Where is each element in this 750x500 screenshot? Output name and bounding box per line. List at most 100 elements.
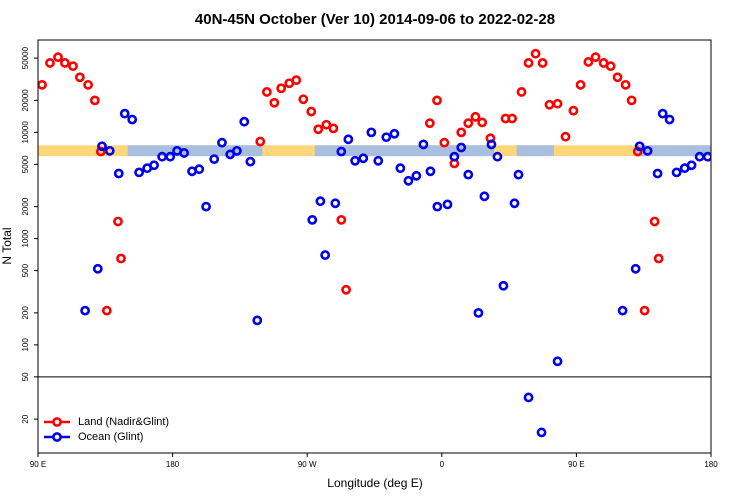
- point: [479, 191, 490, 202]
- point: [686, 160, 697, 171]
- point: [261, 87, 272, 97]
- point: [442, 199, 453, 210]
- y-tick-label: 10000: [21, 121, 30, 144]
- point: [560, 131, 571, 142]
- point: [568, 105, 579, 116]
- x-tick-label: 180: [166, 460, 180, 469]
- point: [411, 170, 422, 181]
- point: [149, 160, 159, 171]
- point: [116, 253, 126, 264]
- point: [134, 167, 144, 178]
- point: [83, 79, 94, 90]
- point: [298, 94, 309, 105]
- point: [653, 253, 664, 264]
- point: [341, 284, 351, 295]
- point: [664, 114, 675, 125]
- point: [473, 307, 484, 318]
- point: [463, 118, 474, 129]
- point: [439, 137, 450, 148]
- y-tick-label: 200: [21, 306, 30, 320]
- point: [252, 315, 263, 326]
- point: [194, 164, 205, 175]
- legend-marker: [52, 417, 62, 427]
- point: [425, 166, 436, 177]
- point: [509, 198, 520, 209]
- point: [395, 163, 406, 174]
- point: [449, 151, 460, 162]
- point: [343, 134, 354, 145]
- point: [80, 305, 91, 316]
- point: [523, 392, 534, 403]
- point: [498, 280, 509, 291]
- point: [97, 141, 107, 152]
- point: [513, 169, 524, 180]
- point: [336, 215, 347, 225]
- point: [245, 156, 256, 167]
- y-tick-label: 500: [21, 263, 30, 277]
- point: [119, 108, 130, 119]
- point: [45, 58, 55, 68]
- point: [217, 137, 227, 148]
- point: [358, 153, 369, 164]
- y-tick-label: 50000: [21, 46, 30, 69]
- x-tick-label: 0: [440, 460, 445, 469]
- point: [649, 216, 660, 227]
- point: [463, 169, 474, 180]
- point: [702, 151, 711, 162]
- point: [366, 127, 377, 138]
- point: [486, 139, 497, 150]
- point: [328, 123, 339, 134]
- point: [53, 52, 63, 63]
- point: [652, 168, 663, 179]
- point: [634, 141, 645, 152]
- y-tick-label: 20: [21, 414, 30, 423]
- point: [291, 75, 302, 86]
- legend-label: Ocean (Glint): [78, 431, 143, 443]
- band-segment: [636, 145, 711, 157]
- point: [389, 128, 400, 139]
- plot-frame: [37, 39, 712, 454]
- point: [630, 263, 641, 274]
- legend-marker: [52, 432, 62, 442]
- point: [456, 142, 467, 153]
- point: [424, 118, 435, 129]
- point: [552, 356, 563, 367]
- point: [315, 196, 326, 207]
- point: [92, 263, 103, 274]
- point: [232, 145, 242, 156]
- point: [418, 139, 429, 150]
- x-tick-label: 180: [704, 460, 718, 469]
- point: [612, 72, 623, 83]
- point: [373, 155, 384, 166]
- point: [523, 58, 534, 68]
- plot-area: [38, 48, 711, 438]
- x-tick-label: 90 E: [30, 460, 46, 469]
- x-tick-label: 90 E: [568, 460, 584, 469]
- point: [456, 127, 467, 138]
- point: [127, 114, 138, 125]
- point: [113, 168, 124, 179]
- point: [165, 151, 176, 162]
- band-segment: [127, 145, 263, 157]
- point: [330, 198, 341, 209]
- point: [60, 58, 70, 68]
- point: [350, 155, 360, 166]
- x-tick-label: 90 W: [298, 460, 317, 469]
- point: [642, 145, 653, 156]
- point: [537, 58, 548, 68]
- point: [626, 95, 637, 106]
- point: [583, 57, 594, 67]
- point: [307, 215, 318, 225]
- point: [403, 175, 414, 186]
- y-tick-label: 50: [21, 372, 30, 381]
- point: [320, 250, 331, 260]
- point: [89, 95, 100, 106]
- y-tick-label: 100: [21, 338, 30, 352]
- point: [201, 201, 212, 212]
- point: [101, 305, 112, 316]
- point: [68, 61, 78, 72]
- point: [321, 119, 332, 130]
- point: [74, 72, 85, 83]
- point: [95, 146, 106, 157]
